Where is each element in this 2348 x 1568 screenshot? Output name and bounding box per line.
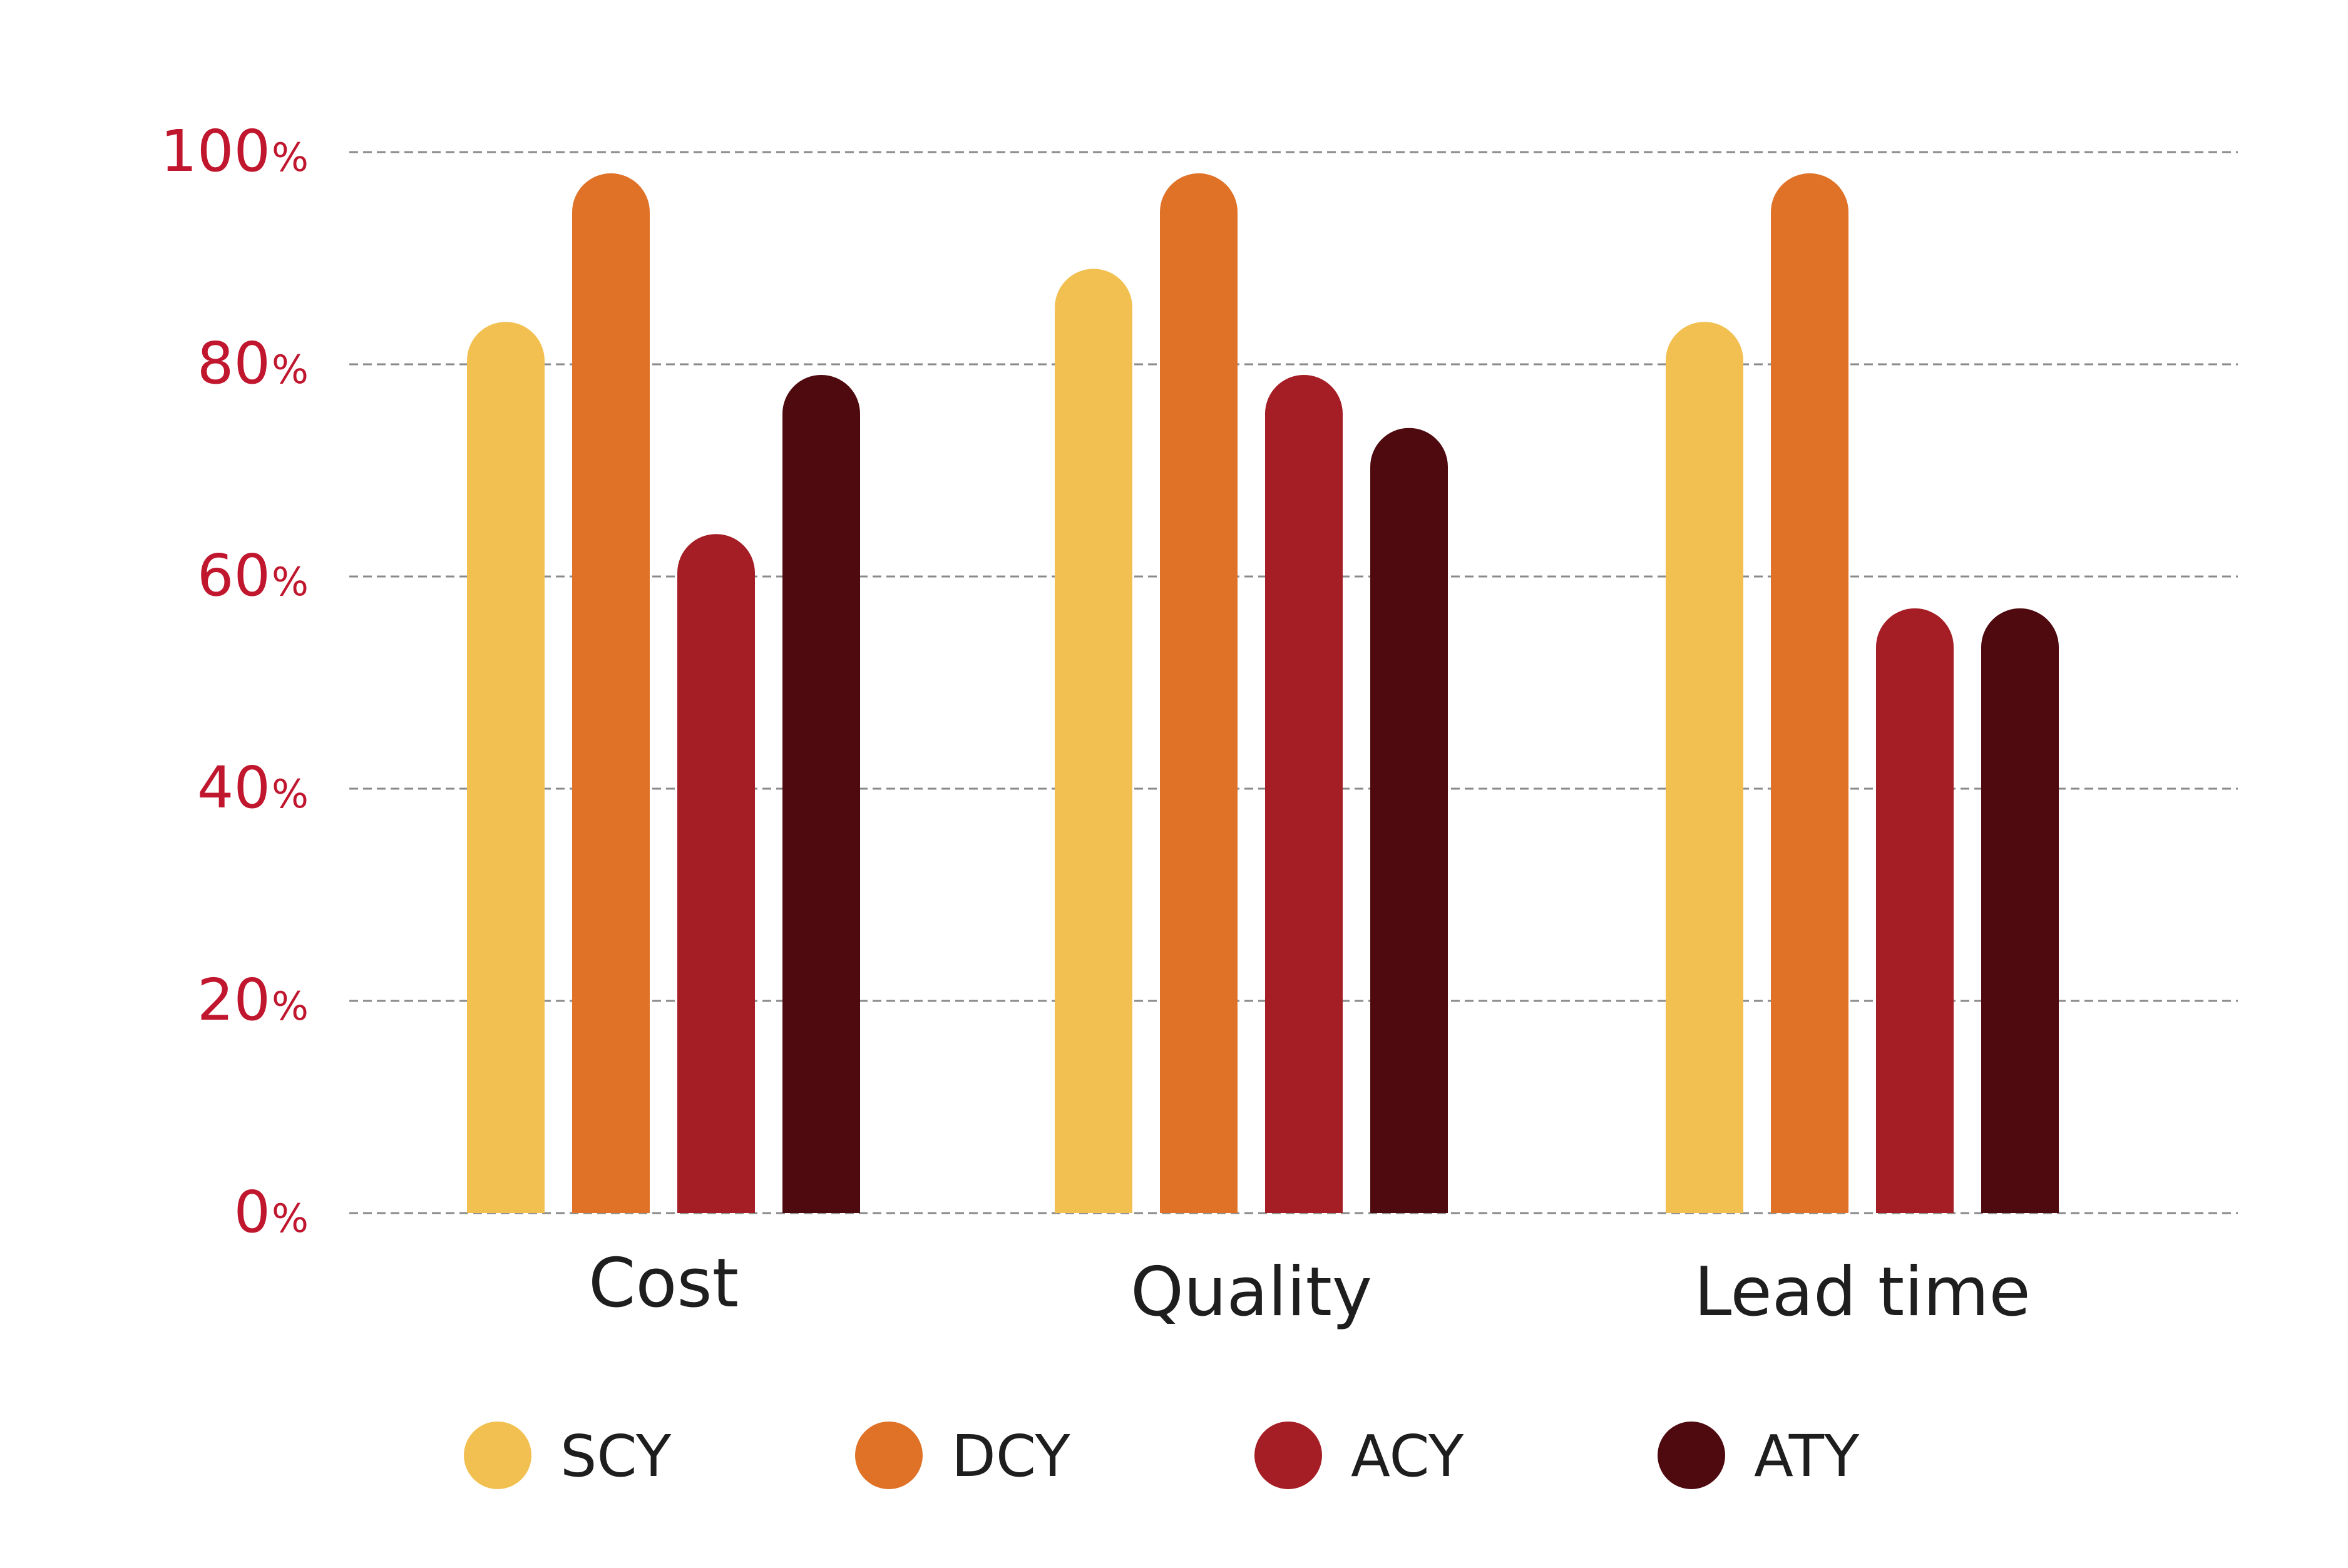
y-axis-ticks: 0 %20 %40 %60 %80 %100% xyxy=(160,118,309,1246)
y-tick-unit: % xyxy=(272,1196,309,1241)
bar-acy-quality xyxy=(1265,374,1343,1213)
y-tick-label: 100 xyxy=(160,118,270,185)
legend-marker xyxy=(855,1422,923,1489)
bar-scy-lead-time xyxy=(1666,322,1743,1214)
y-tick-label: 80 xyxy=(197,330,270,397)
y-tick-unit: % xyxy=(272,135,309,180)
legend-label: DCY xyxy=(951,1423,1070,1490)
y-tick-unit: % xyxy=(272,771,309,817)
legend-marker xyxy=(1254,1422,1322,1489)
legend-item-aty: ATY xyxy=(1658,1422,1860,1490)
y-tick-label: 20 xyxy=(197,966,270,1033)
bar-acy-cost xyxy=(677,534,755,1214)
bar-acy-lead-time xyxy=(1876,608,1954,1213)
bars xyxy=(467,173,2059,1214)
legend-item-acy: ACY xyxy=(1254,1422,1464,1490)
legend-item-scy: SCY xyxy=(464,1422,672,1490)
y-tick-label: 60 xyxy=(197,542,270,609)
bar-aty-quality xyxy=(1370,428,1448,1214)
y-tick-label: 40 xyxy=(197,754,270,821)
x-axis-labels: Cost Quality Lead time xyxy=(588,1244,2031,1331)
bar-scy-quality xyxy=(1055,269,1132,1214)
legend-label: ATY xyxy=(1754,1423,1860,1490)
y-tick-label: 0 xyxy=(233,1179,270,1246)
x-category-label: Quality xyxy=(1130,1253,1372,1331)
y-tick-unit: % xyxy=(272,983,309,1029)
bar-dcy-cost xyxy=(572,173,650,1213)
bar-scy-cost xyxy=(467,322,545,1214)
legend-marker xyxy=(1658,1422,1725,1489)
legend-label: SCY xyxy=(560,1423,672,1490)
bar-dcy-quality xyxy=(1160,173,1238,1213)
y-tick-unit: % xyxy=(272,347,309,392)
y-tick-unit: % xyxy=(272,559,309,605)
bar-dcy-lead-time xyxy=(1771,173,1848,1213)
legend-marker xyxy=(464,1422,531,1489)
x-category-label: Cost xyxy=(588,1244,739,1323)
bar-aty-cost xyxy=(782,374,860,1213)
x-category-label: Lead time xyxy=(1694,1253,2031,1331)
legend: SCY DCY ACY ATY xyxy=(464,1422,1860,1490)
legend-label: ACY xyxy=(1351,1423,1464,1490)
bar-aty-lead-time xyxy=(1981,608,2059,1213)
legend-item-dcy: DCY xyxy=(855,1422,1070,1490)
